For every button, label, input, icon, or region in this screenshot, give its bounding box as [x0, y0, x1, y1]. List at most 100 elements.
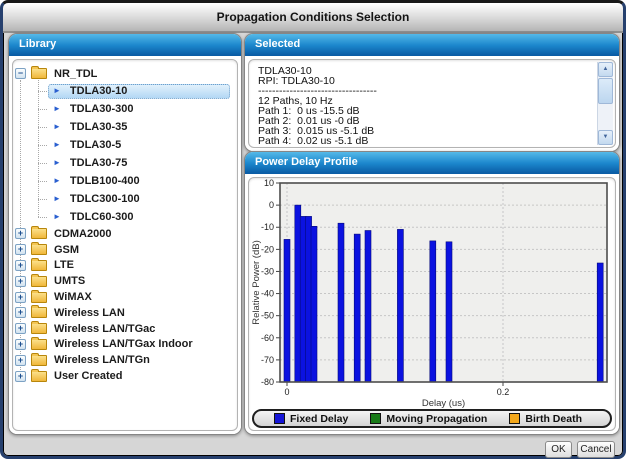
tree-item[interactable]: ► TDLA30-75	[13, 154, 237, 172]
title-bar[interactable]: Propagation Conditions Selection	[3, 3, 623, 33]
svg-text:0: 0	[284, 387, 289, 397]
tree-item[interactable]: − NR_TDL	[13, 65, 237, 82]
tree-item-label: Wireless LAN	[54, 306, 125, 319]
svg-text:-20: -20	[261, 244, 274, 254]
tree-item-label: CDMA2000	[54, 227, 112, 240]
ok-button[interactable]: OK	[545, 441, 572, 458]
pdp-panel-body: 10 0 -10 -20 -30 -40 -50 -60 -70 -80 0 0.2 Delay (us…	[245, 174, 619, 434]
pdp-bar	[596, 262, 604, 383]
scroll-down-icon[interactable]: ▼	[598, 130, 613, 145]
tree-item[interactable]: ► TDLC60-300	[13, 208, 237, 226]
selected-info-line: Path 3: 0.015 us -5.1 dB	[258, 125, 375, 137]
tree-item[interactable]: + GSM	[13, 242, 237, 258]
pdp-bar	[364, 230, 372, 383]
tree-item[interactable]: ► TDLA30-35	[13, 118, 237, 136]
tree-item-label: TDLA30-300	[69, 103, 134, 115]
tree-item[interactable]: ► TDLC300-100	[13, 190, 237, 208]
tree-item-label: NR_TDL	[54, 67, 98, 80]
folder-icon	[31, 368, 47, 382]
leaf-arrow-icon: ►	[53, 86, 61, 95]
legend-item: Moving Propagation	[370, 413, 487, 425]
leaf-arrow-icon: ►	[53, 176, 61, 185]
tree-item[interactable]: ► TDLA30-10	[13, 82, 237, 100]
legend-label: Fixed Delay	[290, 412, 349, 425]
selected-panel-header: Selected	[245, 34, 619, 56]
pdp-chart-box: 10 0 -10 -20 -30 -40 -50 -60 -70 -80 0 0.2 Delay (us…	[248, 177, 616, 431]
expand-icon[interactable]: +	[15, 228, 26, 240]
expand-icon[interactable]: +	[15, 338, 26, 350]
scrollbar-thumb[interactable]	[598, 78, 613, 104]
pdp-bar	[294, 204, 302, 383]
expand-icon[interactable]: +	[15, 307, 26, 319]
tree-item[interactable]: ► TDLA30-5	[13, 136, 237, 154]
pdp-bar	[310, 225, 318, 383]
tree-item-label: UMTS	[54, 275, 86, 288]
expand-icon[interactable]: +	[15, 244, 26, 256]
tree-item-label: TDLC60-300	[69, 211, 134, 223]
expand-icon[interactable]: +	[15, 370, 26, 382]
svg-text:-40: -40	[261, 289, 274, 299]
collapse-icon[interactable]: −	[15, 68, 26, 79]
selected-info-line: 12 Paths, 10 Hz	[258, 95, 333, 107]
folder-icon	[31, 257, 47, 271]
tree-item-label: GSM	[54, 243, 80, 256]
expand-icon[interactable]: +	[15, 291, 26, 303]
svg-text:-70: -70	[261, 355, 274, 365]
leaf-arrow-icon: ►	[53, 104, 61, 113]
svg-text:0.2: 0.2	[497, 387, 510, 397]
tree-item[interactable]: + Wireless LAN/TGac	[13, 321, 237, 337]
library-tree[interactable]: − NR_TDL ► TDLA30-10 ► TDLA30-300 ► TDLA30-35 ► T…	[12, 59, 238, 431]
tree-item-label: Wireless LAN/TGn	[54, 354, 150, 367]
svg-text:-30: -30	[261, 266, 274, 276]
tree-item-label: LTE	[54, 259, 74, 272]
tree-item[interactable]: + Wireless LAN/TGax Indoor	[13, 336, 237, 353]
selected-info-line: Path 4: 0.02 us -5.1 dB	[258, 135, 369, 145]
expand-icon[interactable]: +	[15, 354, 26, 366]
svg-text:10: 10	[264, 178, 274, 188]
folder-icon	[31, 336, 47, 350]
leaf-arrow-icon: ►	[53, 212, 61, 221]
tree-item[interactable]: + CDMA2000	[13, 226, 237, 242]
tree-item[interactable]: ► TDLA30-300	[13, 100, 237, 118]
folder-icon	[31, 289, 47, 303]
tree-item[interactable]: ► TDLB100-400	[13, 172, 237, 190]
folder-icon	[31, 242, 47, 256]
tree-item[interactable]: + Wireless LAN	[13, 305, 237, 321]
svg-text:Delay (us): Delay (us)	[422, 398, 465, 408]
leaf-arrow-icon: ►	[53, 158, 61, 167]
tree-item-label: TDLA30-35	[69, 121, 128, 133]
tree-item-label: TDLB100-400	[69, 175, 140, 187]
legend-item: Birth Death	[509, 413, 582, 425]
tree-item[interactable]: + LTE	[13, 257, 237, 274]
vertical-scrollbar[interactable]: ▲ ▼	[597, 62, 613, 145]
tree-item-label: Wireless LAN/TGac	[54, 322, 156, 335]
library-panel-header: Library	[9, 34, 241, 56]
legend-item: Fixed Delay	[274, 413, 348, 425]
tree-item[interactable]: + WiMAX	[13, 289, 237, 305]
scroll-up-icon[interactable]: ▲	[598, 62, 613, 77]
legend-color-swatch	[274, 413, 285, 424]
expand-icon[interactable]: +	[15, 275, 26, 287]
leaf-arrow-icon: ►	[53, 194, 61, 203]
legend-color-swatch	[370, 413, 382, 424]
selected-info-line: Path 2: 0.01 us -0 dB	[258, 115, 360, 127]
selected-info-box: TDLA30-10 RPI: TDLA30-10 -----------------…	[248, 59, 616, 148]
expand-icon[interactable]: +	[15, 323, 26, 335]
selected-info-line: RPI: TDLA30-10	[258, 75, 335, 87]
tree-item-label: TDLC300-100	[69, 193, 140, 205]
pdp-bar	[337, 222, 345, 383]
legend-color-swatch	[509, 413, 521, 424]
tree-item[interactable]: + UMTS	[13, 273, 237, 289]
selected-info-text: TDLA30-10 RPI: TDLA30-10 -----------------…	[251, 62, 596, 145]
cancel-button[interactable]: Cancel	[577, 441, 615, 458]
tree-item-label: Wireless LAN/TGax Indoor	[54, 338, 193, 351]
tree-item[interactable]: + Wireless LAN/TGn	[13, 352, 237, 368]
folder-icon	[31, 352, 47, 366]
legend-label: Birth Death	[525, 412, 582, 425]
expand-icon[interactable]: +	[15, 259, 26, 271]
folder-icon	[31, 226, 47, 240]
pdp-panel-header: Power Delay Profile	[245, 152, 619, 174]
power-delay-profile-panel: Power Delay Profile 10 0 -10 -20 -30 -40 -50 -6…	[244, 151, 620, 435]
tree-item[interactable]: + User Created	[13, 368, 237, 384]
